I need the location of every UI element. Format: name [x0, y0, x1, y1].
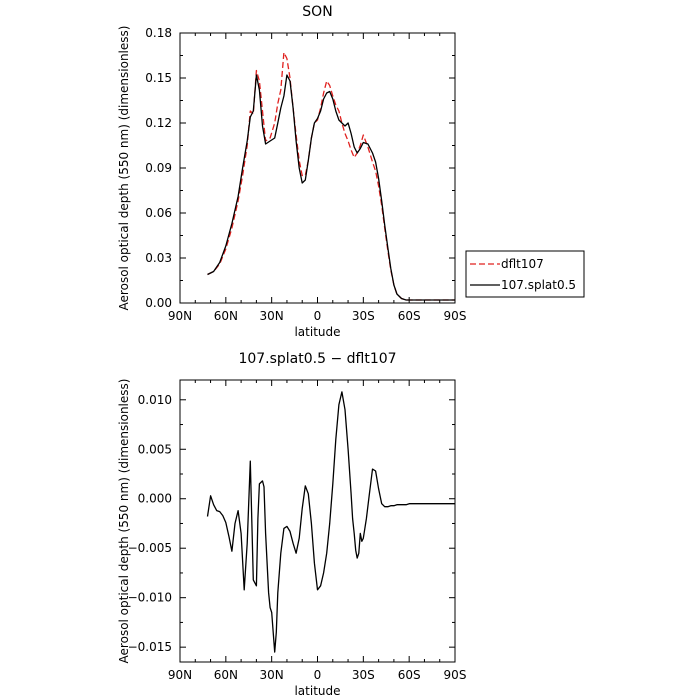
y-tick-label: 0.06 — [145, 206, 172, 220]
legend-label: dflt107 — [501, 257, 544, 271]
x-tick-label: 60N — [214, 309, 238, 323]
y-tick-label: −0.010 — [128, 591, 172, 605]
y-tick-label: 0.010 — [138, 393, 172, 407]
legend-box — [465, 250, 585, 298]
x-tick-label: 60S — [398, 309, 421, 323]
x-tick-label: 90S — [444, 309, 467, 323]
x-tick-label: 90S — [444, 668, 467, 682]
plot-frame — [179, 32, 456, 304]
series-line-dflt107 — [207, 51, 455, 301]
chart-title: SON — [302, 4, 332, 20]
chart-title: 107.splat0.5 − dflt107 — [238, 351, 396, 367]
y-tick-label: 0.03 — [145, 251, 172, 265]
y-tick-label: 0.000 — [138, 492, 172, 506]
legend: dflt107 107.splat0.5 — [465, 250, 585, 298]
y-tick-label: 0.00 — [145, 296, 172, 310]
x-tick-label: 30S — [352, 309, 375, 323]
legend-label: 107.splat0.5 — [501, 278, 576, 292]
y-tick-label: −0.005 — [128, 541, 172, 555]
top-panel: SON 90N 60N 30N 0 30S 60S 90S 0.00 0.03 0.06 0.09 0.… — [117, 4, 585, 339]
series-line-107-splat0-5 — [207, 74, 455, 301]
x-tick-label: 90N — [168, 668, 192, 682]
x-tick-label: 30S — [352, 668, 375, 682]
x-tick-label: 60N — [214, 668, 238, 682]
difference-line — [206, 391, 455, 653]
x-axis-label: latitude — [294, 325, 340, 339]
x-tick-label: 90N — [168, 309, 192, 323]
x-tick-label: 0 — [314, 668, 322, 682]
y-tick-label: 0.18 — [145, 26, 172, 40]
x-tick-label: 30N — [260, 668, 284, 682]
y-tick-label: 0.12 — [145, 116, 172, 130]
x-tick-label: 30N — [260, 309, 284, 323]
plot-frame — [179, 379, 456, 663]
y-tick-label: 0.15 — [145, 71, 172, 85]
y-tick-label: −0.015 — [128, 640, 172, 654]
x-tick-label: 0 — [314, 309, 322, 323]
y-tick-label: 0.005 — [138, 442, 172, 456]
y-axis-label: Aerosol optical depth (550 nm) (dimensio… — [117, 379, 131, 664]
bottom-panel: 107.splat0.5 − dflt107 90N 60N 30N 0 30S 60S 90… — [117, 351, 466, 698]
y-axis-label: Aerosol optical depth (550 nm) (dimensio… — [117, 26, 131, 311]
x-axis-label: latitude — [294, 684, 340, 698]
x-tick-label: 60S — [398, 668, 421, 682]
y-tick-label: 0.09 — [145, 161, 172, 175]
